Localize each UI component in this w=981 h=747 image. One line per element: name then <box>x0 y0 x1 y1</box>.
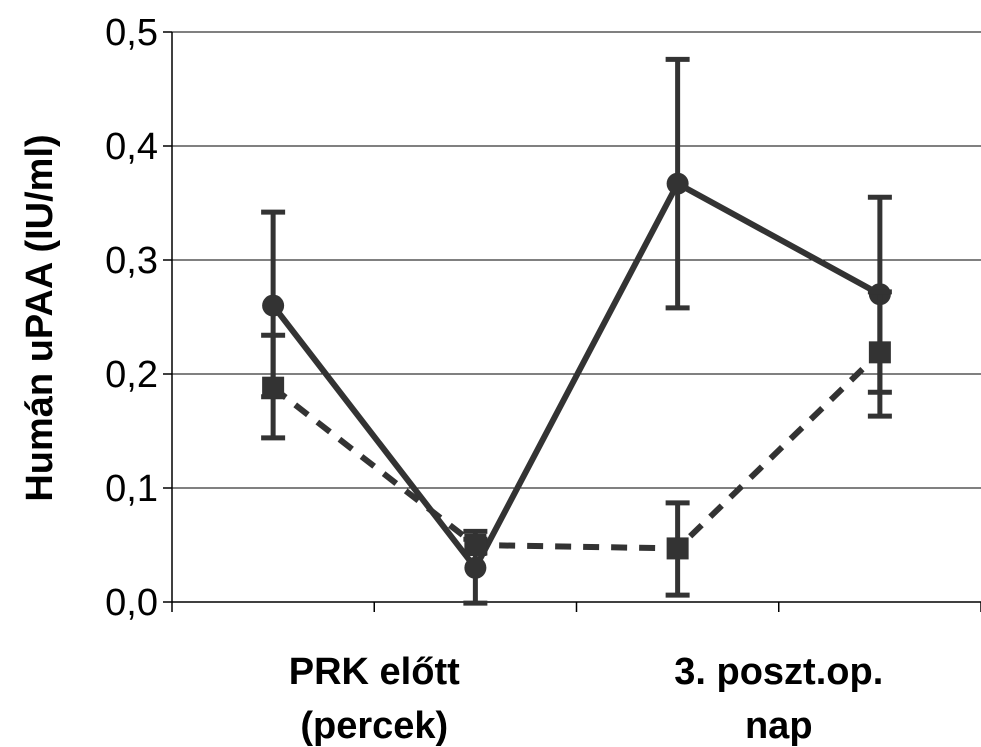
series-1-point <box>666 172 689 195</box>
y-tick-label: 0,2 <box>105 354 158 396</box>
labels: 0,0 0,1 0,2 0,3 0,4 0,5 PRK előtt (percek) 3. po… <box>105 12 883 747</box>
series-2-point <box>666 537 689 560</box>
y-tick-label: 0,0 <box>105 582 158 624</box>
series-1-line <box>270 180 882 571</box>
series-1-point <box>262 294 285 317</box>
y-tick-label: 0,4 <box>105 126 158 168</box>
y-axis-title: Humán uPAA (IU/ml) <box>19 134 61 501</box>
y-tick-label: 0,5 <box>105 12 158 54</box>
x-category-label: 3. poszt.op. <box>674 651 883 693</box>
y-tick-label: 0,3 <box>105 240 158 282</box>
series-2-point <box>868 341 891 364</box>
series-1-point <box>464 556 487 579</box>
y-tick-label: 0,1 <box>105 468 158 510</box>
series-2-point <box>464 534 487 556</box>
series-2-point <box>262 376 285 399</box>
axes <box>163 31 981 612</box>
gridlines <box>172 31 981 489</box>
series-2-line <box>271 350 882 552</box>
x-category-label: nap <box>745 705 813 747</box>
x-category-label: (percek) <box>300 705 448 747</box>
x-category-label: PRK előtt <box>289 651 460 693</box>
series-layer <box>261 56 892 606</box>
